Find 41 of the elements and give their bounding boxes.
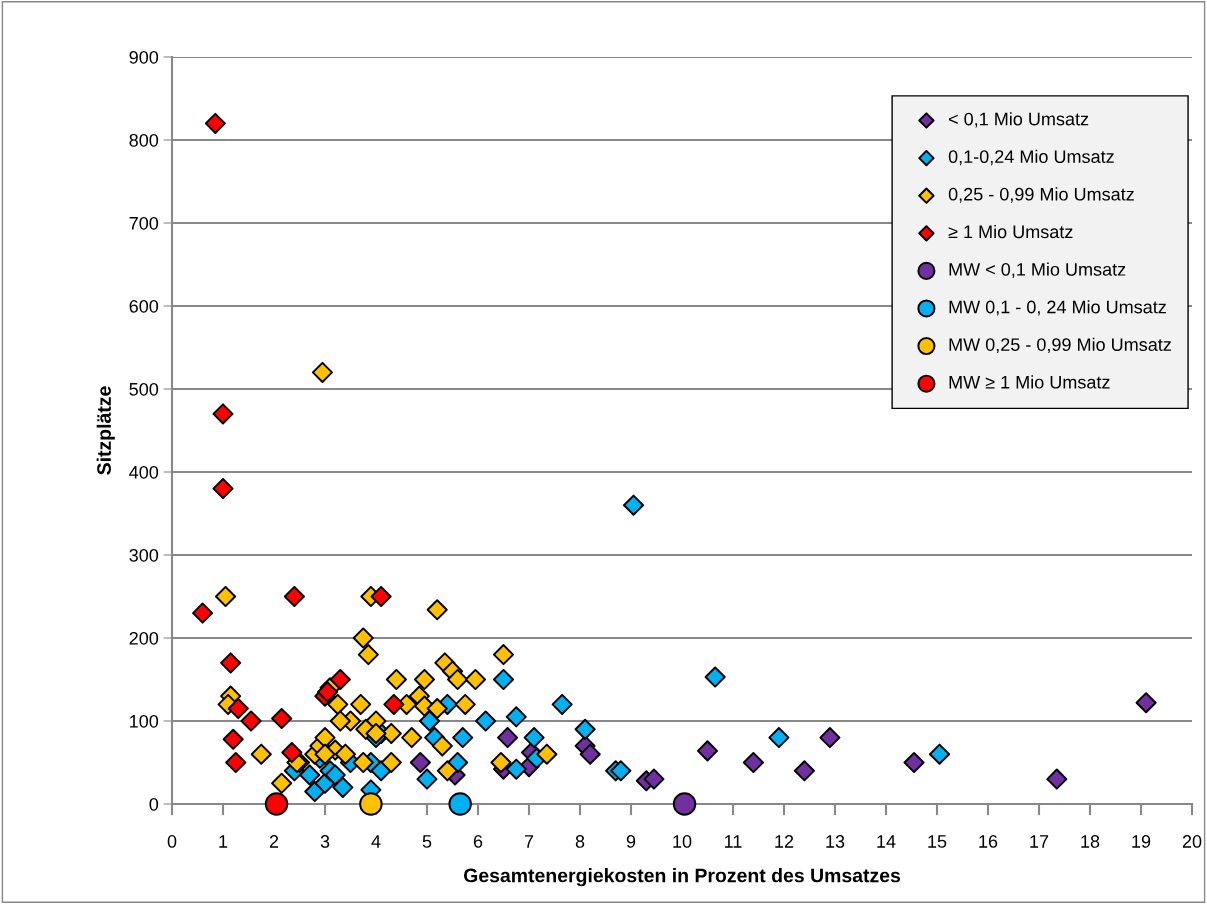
x-tick-label: 5 [422,835,432,848]
x-tick-label: 4 [371,835,381,848]
legend-label: MW 0,1 - 0, 24 Mio Umsatz [949,300,1166,316]
x-tick-label: 19 [1132,835,1151,848]
x-tick-label: 17 [1030,835,1049,848]
x-tick-label: 10 [673,835,692,848]
y-tick-label: 500 [129,382,159,396]
y-tick-label: 400 [129,465,159,479]
legend-label: ≥ 1 Mio Umsatz [948,224,1073,239]
x-tick-label: 20 [1182,835,1202,848]
x-tick-label: 7 [524,835,534,848]
x-tick-label: 6 [473,835,483,848]
x-tick-label: 15 [928,835,947,848]
x-tick-label: 1 [219,835,228,848]
y-tick-label: 100 [130,714,159,728]
y-tick-label: 300 [129,548,159,562]
y-tick-label: 600 [129,299,159,313]
x-tick-label: 3 [320,835,330,848]
legend-label: 0,1-0,24 Mio Umsatz [948,149,1114,166]
x-tick-label: 18 [1081,835,1100,848]
y-tick-label: 0 [149,797,159,811]
y-axis-title: Sitzplätze [96,386,115,475]
y-tick-label: 700 [129,216,159,230]
legend-label: 0,25 - 0,99 Mio Umsatz [948,187,1134,203]
x-tick-label: 13 [826,835,845,848]
legend-label: < 0,1 Mio Umsatz [948,112,1089,128]
x-tick-label: 2 [269,835,279,848]
x-axis-title: Gesamtenergiekosten in Prozent des Umsatzes [463,868,901,887]
x-tick-label: 11 [725,835,742,848]
x-tick-label: 14 [877,835,896,848]
y-tick-label: 800 [129,133,159,147]
x-tick-label: 16 [979,835,998,848]
x-tick-label: 0 [167,835,177,848]
legend-label: MW ≥ 1 Mio Umsatz [949,375,1110,389]
x-tick-label: 12 [775,835,794,848]
x-tick-label: 8 [575,835,585,848]
y-tick-label: 900 [129,50,159,64]
legend-label: MW 0,25 - 0,99 Mio Umsatz [949,337,1171,354]
y-tick-label: 200 [129,631,159,645]
legend-label: MW < 0,1 Mio Umsatz [949,262,1126,278]
x-tick-label: 9 [626,835,636,848]
